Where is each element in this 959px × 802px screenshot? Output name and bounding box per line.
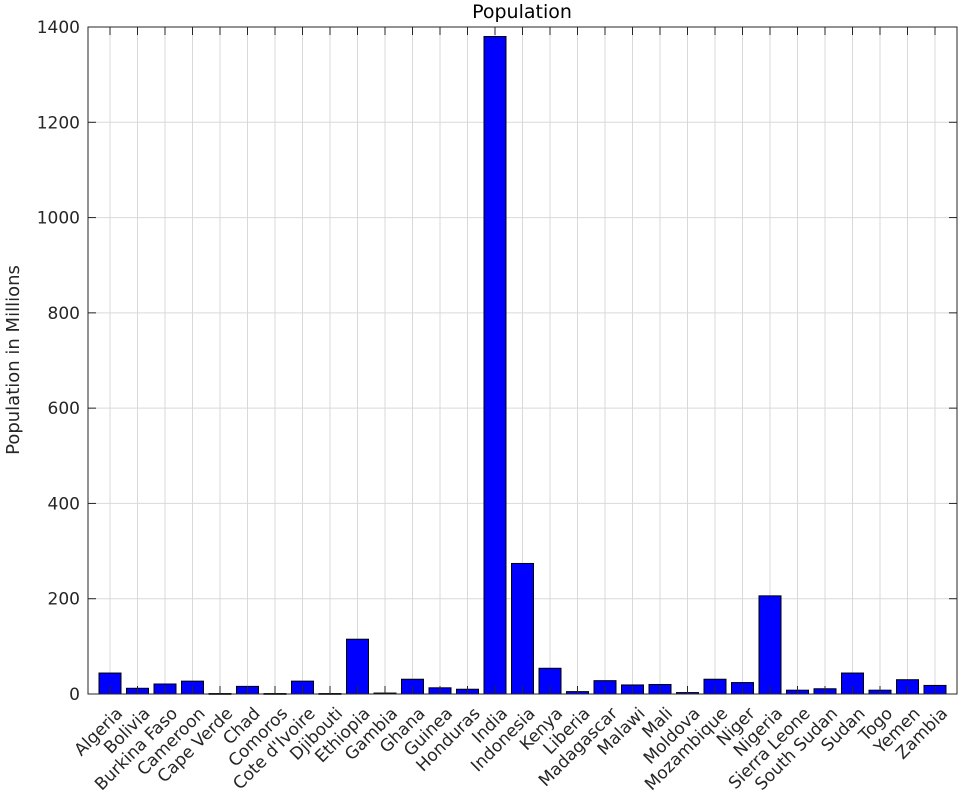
bar-nigeria: [758, 595, 782, 695]
y-tick-label: 600: [48, 399, 80, 419]
bar-india: [483, 36, 507, 695]
y-tick-label: 1400: [37, 18, 80, 38]
y-tick-label: 400: [48, 494, 80, 514]
bar-ethiopia: [346, 638, 369, 695]
y-tick-label: 200: [48, 590, 80, 610]
axis-ticks: [88, 26, 957, 695]
chart-title: Population: [472, 1, 572, 23]
y-tick-label: 800: [48, 304, 80, 324]
y-tick-label: 1200: [37, 113, 80, 133]
y-tick-label: 1000: [37, 209, 80, 229]
y-axis-label: Population in Millions: [3, 265, 24, 455]
y-tick-label: 0: [69, 685, 80, 705]
bar-indonesia: [511, 562, 534, 695]
y-tick-labels: 0 200 400 600 800 1000 1200 1400: [37, 18, 80, 705]
grid: [88, 27, 957, 694]
